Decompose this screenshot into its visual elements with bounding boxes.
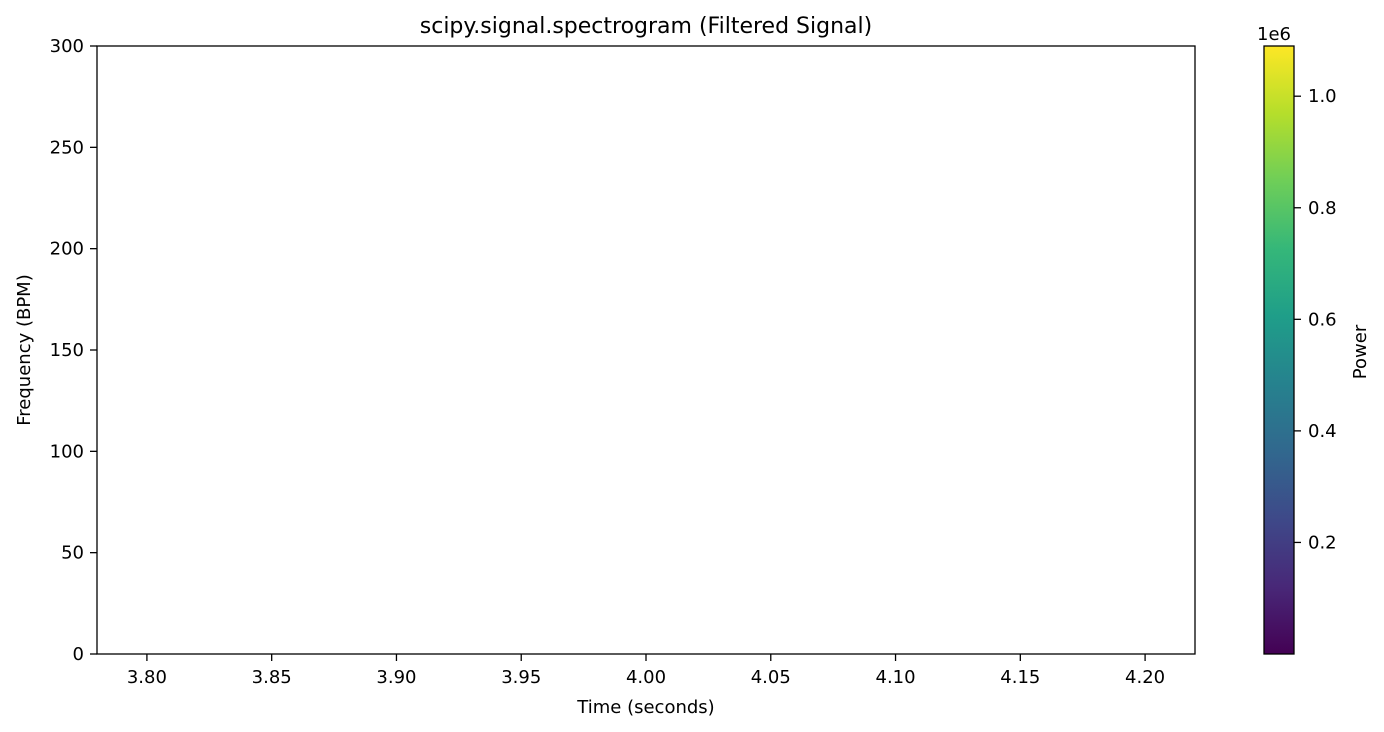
colorbar-tick-label: 0.4: [1308, 421, 1337, 442]
x-axis: 3.80 3.85 3.90 3.95 4.00 4.05 4.10 4.15 4.20: [127, 654, 1165, 688]
y-tick-label: 0: [73, 644, 84, 665]
plot-area: [96, 45, 1196, 655]
x-tick-label: 4.15: [1000, 667, 1040, 688]
y-tick-label: 150: [50, 340, 84, 361]
x-axis-label: Time (seconds): [576, 697, 714, 718]
y-tick-label: 200: [50, 239, 84, 260]
colorbar-axis: 0.2 0.4 0.6 0.8 1.0: [1294, 86, 1337, 553]
colorbar-label: Power: [1350, 324, 1371, 379]
x-tick-label: 3.90: [376, 667, 416, 688]
colorbar-tick-label: 0.8: [1308, 198, 1337, 219]
colorbar-tick-label: 0.2: [1308, 532, 1337, 553]
x-tick-label: 4.00: [626, 667, 666, 688]
y-tick-label: 100: [50, 441, 84, 462]
y-axis-label: Frequency (BPM): [14, 274, 35, 426]
colorbar-tick-label: 0.6: [1308, 309, 1337, 330]
x-tick-label: 3.80: [127, 667, 167, 688]
colorbar-tick-label: 1.0: [1308, 86, 1337, 107]
chart-title: scipy.signal.spectrogram (Filtered Signa…: [420, 14, 872, 39]
colorbar: [1263, 45, 1295, 655]
x-tick-label: 3.95: [501, 667, 541, 688]
x-tick-label: 4.10: [876, 667, 916, 688]
y-tick-label: 250: [50, 137, 84, 158]
x-tick-label: 4.20: [1125, 667, 1165, 688]
colorbar-offset-text: 1e6: [1257, 24, 1291, 45]
y-axis: 0 50 100 150 200 250 300: [50, 36, 97, 665]
x-tick-label: 4.05: [751, 667, 791, 688]
y-tick-label: 300: [50, 36, 84, 57]
x-tick-label: 3.85: [252, 667, 292, 688]
y-tick-label: 50: [61, 543, 84, 564]
